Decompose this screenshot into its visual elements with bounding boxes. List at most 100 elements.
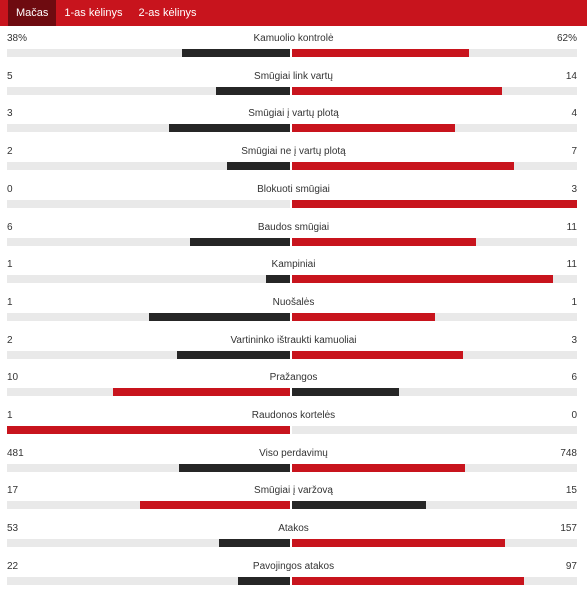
away-bar: [292, 162, 514, 171]
stat-name: Smūgiai link vartų: [254, 70, 333, 82]
tab-match[interactable]: Mačas: [8, 0, 57, 26]
away-bar: [292, 463, 466, 472]
stat-row: 0 Blokuoti smūgiai 3: [0, 184, 587, 222]
home-bar-track: [7, 199, 290, 208]
stat-row: 1 Nuošalės 1: [0, 297, 587, 335]
away-value: 0: [571, 410, 577, 421]
stat-name: Kamuolio kontrolė: [253, 33, 334, 44]
stat-name: Viso perdavimų: [259, 447, 328, 459]
home-bar-track: [7, 463, 290, 472]
stat-row: 10 Pražangos 6: [0, 372, 587, 410]
stat-row: 481 Viso perdavimų 748: [0, 448, 587, 486]
home-bar: [215, 86, 290, 95]
away-bar-track: [292, 388, 577, 397]
stat-row: 53 Atakos 157: [0, 523, 587, 561]
away-bar: [292, 86, 502, 95]
period-tabs: Mačas 1-as kėlinys 2-as kėlinys: [0, 0, 587, 26]
away-bar-track: [292, 199, 577, 208]
stat-name: Pražangos: [269, 372, 318, 384]
stat-name: Baudos smūgiai: [257, 221, 330, 233]
tab-second-half[interactable]: 2-as kėlinys: [138, 7, 197, 19]
away-bar-track: [292, 426, 577, 434]
home-bar-track: [7, 539, 290, 548]
stat-name: Vartininko ištraukti kamuoliai: [230, 334, 357, 346]
home-bar: [182, 49, 290, 57]
away-bar: [292, 576, 525, 585]
away-value: 62%: [556, 33, 577, 44]
away-bar: [292, 124, 455, 133]
home-bar-track: [7, 86, 290, 95]
home-bar: [227, 162, 290, 171]
home-bar-track: [7, 275, 290, 284]
home-value: 17: [7, 485, 19, 497]
away-bar-track: [292, 312, 577, 321]
away-value: 1: [571, 296, 577, 308]
away-bar: [292, 237, 477, 246]
stat-row: 22 Pavojingos atakos 97: [0, 561, 587, 599]
away-bar-track: [292, 237, 577, 246]
away-value: 6: [571, 372, 577, 384]
stat-row: 17 Smūgiai į varžovą 15: [0, 485, 587, 523]
away-value: 748: [560, 447, 577, 459]
stat-row: 2 Vartininko ištraukti kamuoliai 3: [0, 335, 587, 373]
away-value: 11: [566, 221, 577, 233]
away-bar-track: [292, 576, 577, 585]
away-bar: [292, 49, 469, 57]
home-bar: [113, 388, 290, 397]
stat-row: 38% Kamuolio kontrolė 62%: [0, 33, 587, 71]
tab-first-half[interactable]: 1-as kėlinys: [64, 7, 123, 19]
stat-name: Atakos: [278, 523, 309, 535]
away-bar: [292, 539, 506, 548]
stat-row: 2 Smūgiai ne į vartų plotą 7: [0, 146, 587, 184]
away-value: 3: [571, 334, 577, 346]
home-bar: [190, 237, 290, 246]
away-bar-track: [292, 124, 577, 133]
home-bar-track: [7, 576, 290, 585]
home-bar: [266, 275, 290, 284]
away-bar: [292, 275, 554, 284]
away-value: 3: [571, 183, 577, 195]
stat-row: 5 Smūgiai link vartų 14: [0, 71, 587, 109]
stat-name: Nuošalės: [272, 296, 315, 308]
home-value: 2: [7, 334, 13, 346]
stat-name: Kampiniai: [271, 259, 316, 271]
stat-name: Smūgiai į vartų plotą: [248, 108, 339, 120]
home-value: 481: [7, 447, 24, 459]
away-bar: [292, 350, 463, 359]
stat-name: Raudonos kortelės: [251, 410, 336, 421]
home-value: 2: [7, 146, 13, 158]
home-value: 38%: [7, 33, 28, 44]
away-value: 97: [565, 560, 577, 572]
home-bar: [139, 501, 290, 510]
home-bar-track: [7, 124, 290, 133]
stat-name: Smūgiai ne į vartų plotą: [241, 146, 346, 158]
stat-name: Pavojingos atakos: [252, 560, 335, 572]
home-bar-track: [7, 388, 290, 397]
away-bar-track: [292, 275, 577, 284]
away-value: 14: [565, 70, 577, 82]
stat-row: 6 Baudos smūgiai 11: [0, 222, 587, 260]
away-bar-track: [292, 49, 577, 57]
home-value: 3: [7, 108, 13, 120]
home-bar: [148, 312, 290, 321]
away-bar-track: [292, 539, 577, 548]
home-bar-track: [7, 49, 290, 57]
home-bar-track: [7, 501, 290, 510]
home-bar: [176, 350, 290, 359]
home-value: 1: [7, 259, 13, 271]
away-bar: [292, 388, 399, 397]
home-value: 22: [7, 560, 19, 572]
home-value: 5: [7, 70, 13, 82]
home-bar-track: [7, 426, 290, 434]
home-bar: [168, 124, 290, 133]
home-value: 1: [7, 410, 13, 421]
home-value: 1: [7, 296, 13, 308]
away-value: 11: [566, 259, 577, 271]
home-value: 6: [7, 221, 13, 233]
away-value: 4: [571, 108, 577, 120]
home-value: 0: [7, 183, 13, 195]
away-bar-track: [292, 162, 577, 171]
away-bar-track: [292, 86, 577, 95]
home-bar: [179, 463, 290, 472]
home-bar: [237, 576, 290, 585]
